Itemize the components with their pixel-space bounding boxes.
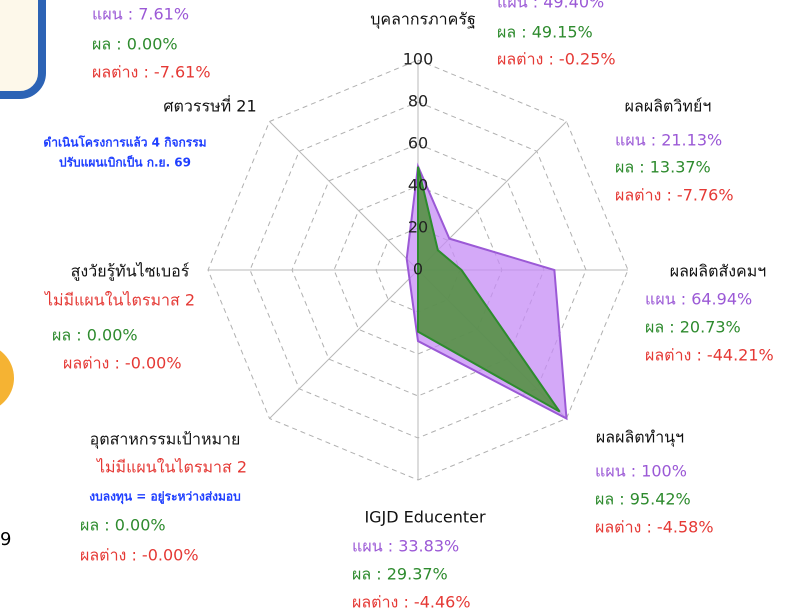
category-label: บุคลากรภาครัฐ: [370, 10, 476, 30]
category-label: ผลผลิตทำนุฯ: [596, 428, 684, 448]
category-label: ผลผลิตสังคมฯ: [670, 262, 767, 281]
category-label: สูงวัยรู้ทันไซเบอร์: [71, 262, 190, 282]
plan-label: ไม่มีแผนในไตรมาส 2: [95, 458, 247, 477]
grid-ring: [291, 143, 545, 397]
note: งบลงทุน = อยู่ระหว่างส่งมอบ: [89, 490, 241, 505]
actual-label: ผล : 29.37%: [352, 565, 448, 584]
actual-label: ผล : 0.00%: [52, 326, 138, 345]
diff-label: ผลต่าง : -0.00%: [80, 546, 199, 565]
r-tick-label: 100: [403, 50, 434, 69]
diff-label: ผลต่าง : -4.58%: [595, 518, 714, 537]
plan-label: แผน : 100%: [595, 462, 687, 481]
spoke: [269, 269, 419, 419]
diff-label: ผลต่าง : -7.61%: [92, 63, 211, 82]
plan-label: แผน : 49.40%: [497, 0, 604, 12]
spoke: [269, 121, 419, 271]
plan-label: แผน : 21.13%: [615, 131, 722, 150]
r-tick-label: 20: [408, 218, 428, 237]
actual-label: ผล : 95.42%: [595, 490, 691, 509]
r-tick-label: 40: [408, 176, 428, 195]
category-label: IGJD Educenter: [364, 508, 486, 527]
note: ดำเนินโครงการแล้ว 4 กิจกรรม: [43, 135, 206, 150]
note: ปรับแผนเบิกเป็น ก.ย. 69: [59, 155, 191, 170]
actual-label: ผล : 20.73%: [645, 318, 741, 337]
circle-decoration: [0, 350, 14, 406]
actual-label: ผล : 0.00%: [92, 35, 178, 54]
category-label: อุตสาหกรรมเป้าหมาย: [90, 430, 241, 450]
page-number: 9: [0, 529, 11, 550]
plan-label: แผน : 33.83%: [352, 537, 459, 556]
r-tick-label: 80: [408, 92, 428, 111]
frame-decoration: [0, 0, 46, 99]
r-tick-label: 60: [408, 134, 428, 153]
category-label: ผลผลิตวิทย์ฯ: [625, 97, 712, 116]
diff-label: ผลต่าง : -0.25%: [497, 50, 616, 69]
diff-label: ผลต่าง : -4.46%: [352, 593, 471, 612]
actual-label: ผล : 49.15%: [497, 23, 593, 42]
grid-ring: [333, 185, 503, 355]
r-tick-label: 0: [413, 260, 423, 279]
plan-label: ไม่มีแผนในไตรมาส 2: [43, 291, 195, 310]
plan-label: แผน : 64.94%: [645, 290, 752, 309]
category-label: ศตวรรษที่ 21: [163, 95, 256, 116]
diff-label: ผลต่าง : -44.21%: [645, 346, 774, 365]
actual-label: ผล : 0.00%: [80, 516, 166, 535]
diff-label: ผลต่าง : -0.00%: [63, 354, 182, 373]
series-area: [417, 166, 561, 413]
actual-label: ผล : 13.37%: [615, 158, 711, 177]
plan-label: แผน : 7.61%: [92, 5, 189, 24]
diff-label: ผลต่าง : -7.76%: [615, 186, 734, 205]
series-area: [405, 162, 568, 421]
